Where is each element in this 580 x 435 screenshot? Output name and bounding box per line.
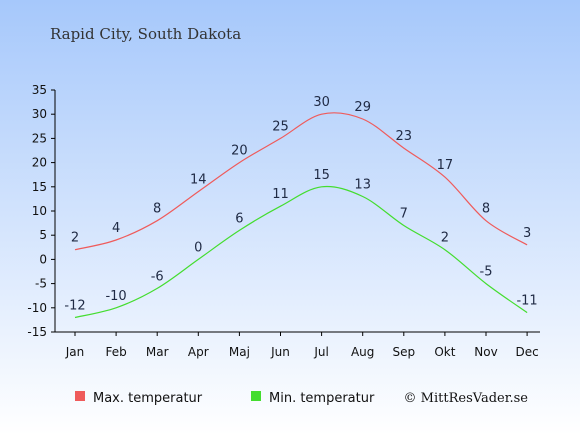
x-tick-label: Jul [313, 345, 328, 359]
series-line-min [74, 185, 528, 319]
y-tick-label: 35 [32, 83, 47, 97]
data-label-min: 15 [313, 168, 330, 183]
x-tick-label: Jun [270, 345, 290, 359]
legend-label-max: Max. temperatur [93, 391, 203, 406]
data-label-max: 14 [190, 173, 207, 188]
y-tick-label: -15 [27, 325, 47, 339]
data-label-max: 2 [71, 231, 79, 246]
y-tick-label: 25 [32, 131, 47, 145]
data-label-min: -10 [105, 289, 126, 304]
x-tick-label: Nov [474, 345, 497, 359]
data-label-min: 0 [194, 240, 202, 255]
data-label-min: -5 [480, 265, 493, 280]
data-label-min: -11 [516, 294, 537, 309]
data-label-max: 23 [396, 129, 413, 144]
y-tick-label: -10 [27, 301, 47, 315]
data-labels: 2 4 8 14 20 25 30 29 23 17 8 3 -12 -10 -6 0 6 11 15 13 7 2 -5 -… [64, 95, 537, 313]
legend-swatch-min [251, 391, 261, 401]
data-label-min: -12 [64, 298, 85, 313]
x-tick-label: Sep [392, 345, 415, 359]
data-label-max: 17 [437, 158, 454, 173]
data-label-min: 7 [400, 207, 408, 222]
credit-text: © MittResVader.se [404, 391, 529, 406]
data-label-max: 20 [231, 144, 248, 159]
y-tick-label: 5 [39, 228, 47, 242]
data-label-min: -6 [151, 269, 164, 284]
x-tick-label: Aug [351, 345, 374, 359]
x-tick-label: Maj [229, 345, 250, 359]
legend-swatch-max [75, 391, 85, 401]
series-layer [74, 112, 528, 319]
y-tick-label: 0 [39, 252, 47, 266]
y-tick-label: 15 [32, 180, 47, 194]
legend: Max. temperatur Min. temperatur [75, 391, 375, 406]
x-tick-label: Jan [65, 345, 85, 359]
chart-title: Rapid City, South Dakota [50, 25, 241, 43]
data-label-max: 8 [482, 202, 490, 217]
data-label-max: 8 [153, 202, 161, 217]
data-label-min: 11 [272, 187, 289, 202]
x-tick-label: Dec [515, 345, 538, 359]
data-label-max: 4 [112, 221, 120, 236]
x-tick-label: Feb [105, 345, 126, 359]
x-tick-label: Okt [434, 345, 455, 359]
data-label-min: 13 [354, 177, 371, 192]
y-tick-label: 20 [32, 156, 47, 170]
data-label-max: 25 [272, 119, 289, 134]
data-label-min: 6 [235, 211, 243, 226]
y-tick-label: 30 [32, 107, 47, 121]
x-tick-label: Apr [188, 345, 209, 359]
data-label-max: 3 [523, 226, 531, 241]
y-tick-label: -5 [35, 277, 47, 291]
series-line-max [74, 112, 528, 251]
y-tick-label: 10 [32, 204, 47, 218]
data-label-max: 29 [354, 100, 371, 115]
legend-label-min: Min. temperatur [269, 391, 375, 406]
data-label-max: 30 [313, 95, 330, 110]
data-label-min: 2 [441, 231, 449, 246]
x-tick-label: Mar [146, 345, 169, 359]
